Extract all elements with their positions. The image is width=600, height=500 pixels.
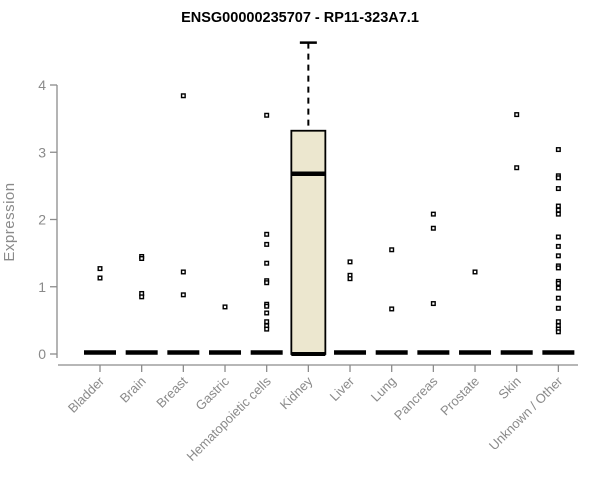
outlier-point xyxy=(264,303,270,309)
outlier-point xyxy=(222,304,228,310)
outlier-point xyxy=(555,329,561,335)
x-tick-label: Pancreas xyxy=(391,373,441,423)
x-tick-label: Kidney xyxy=(277,373,316,412)
outlier-point xyxy=(264,326,270,332)
x-tick-label: Unknown / Other xyxy=(486,373,566,453)
outlier-point xyxy=(389,306,395,312)
y-tick-label: 1 xyxy=(38,279,46,295)
outlier-point xyxy=(180,269,186,275)
outlier-point xyxy=(555,207,561,213)
x-tick-label: Prostate xyxy=(437,374,482,419)
outlier-point xyxy=(555,211,561,217)
x-tick-label: Breast xyxy=(153,373,190,410)
outlier-point xyxy=(180,292,186,298)
outlier-point xyxy=(514,165,520,171)
outlier-point xyxy=(347,259,353,265)
outlier-point xyxy=(555,285,561,291)
outlier-point xyxy=(472,269,478,275)
boxplot-box xyxy=(290,129,327,355)
outlier-point xyxy=(430,225,436,231)
outlier-point xyxy=(97,266,103,272)
outlier-point xyxy=(264,310,270,316)
chart-title: ENSG00000235707 - RP11-323A7.1 xyxy=(181,10,419,26)
x-tick-label: Bladder xyxy=(65,373,108,416)
y-tick-label: 3 xyxy=(38,144,46,160)
outlier-point xyxy=(264,231,270,237)
outlier-point xyxy=(139,256,145,262)
outlier-point xyxy=(555,203,561,209)
outlier-point xyxy=(389,247,395,253)
outlier-point xyxy=(555,305,561,311)
outlier-point xyxy=(555,186,561,192)
outlier-point xyxy=(139,294,145,300)
x-tick-label: Skin xyxy=(495,374,523,402)
outlier-point xyxy=(264,260,270,266)
outlier-point xyxy=(555,147,561,153)
y-tick-label: 4 xyxy=(38,77,46,93)
x-tick-label: Gastric xyxy=(192,373,232,413)
outlier-point xyxy=(97,275,103,281)
outlier-point xyxy=(555,243,561,249)
outlier-point xyxy=(555,253,561,259)
outlier-point xyxy=(264,319,270,325)
outlier-point xyxy=(514,112,520,118)
outlier-point xyxy=(347,276,353,282)
outlier-point xyxy=(555,319,561,325)
outlier-point xyxy=(180,93,186,99)
outlier-point xyxy=(264,112,270,118)
outlier-point xyxy=(264,280,270,286)
outlier-point xyxy=(430,301,436,307)
y-tick-label: 2 xyxy=(38,212,46,228)
outlier-point xyxy=(555,265,561,271)
x-tick-label: Lung xyxy=(368,374,399,405)
outlier-point xyxy=(555,175,561,181)
x-tick-label: Liver xyxy=(327,373,358,404)
outlier-point xyxy=(430,211,436,217)
y-axis-label: Expression xyxy=(1,182,18,261)
outlier-point xyxy=(264,241,270,247)
outlier-point xyxy=(555,295,561,301)
x-tick-label: Brain xyxy=(117,374,149,406)
y-tick-label: 0 xyxy=(38,346,46,362)
outlier-point xyxy=(555,280,561,286)
outlier-point xyxy=(555,234,561,240)
